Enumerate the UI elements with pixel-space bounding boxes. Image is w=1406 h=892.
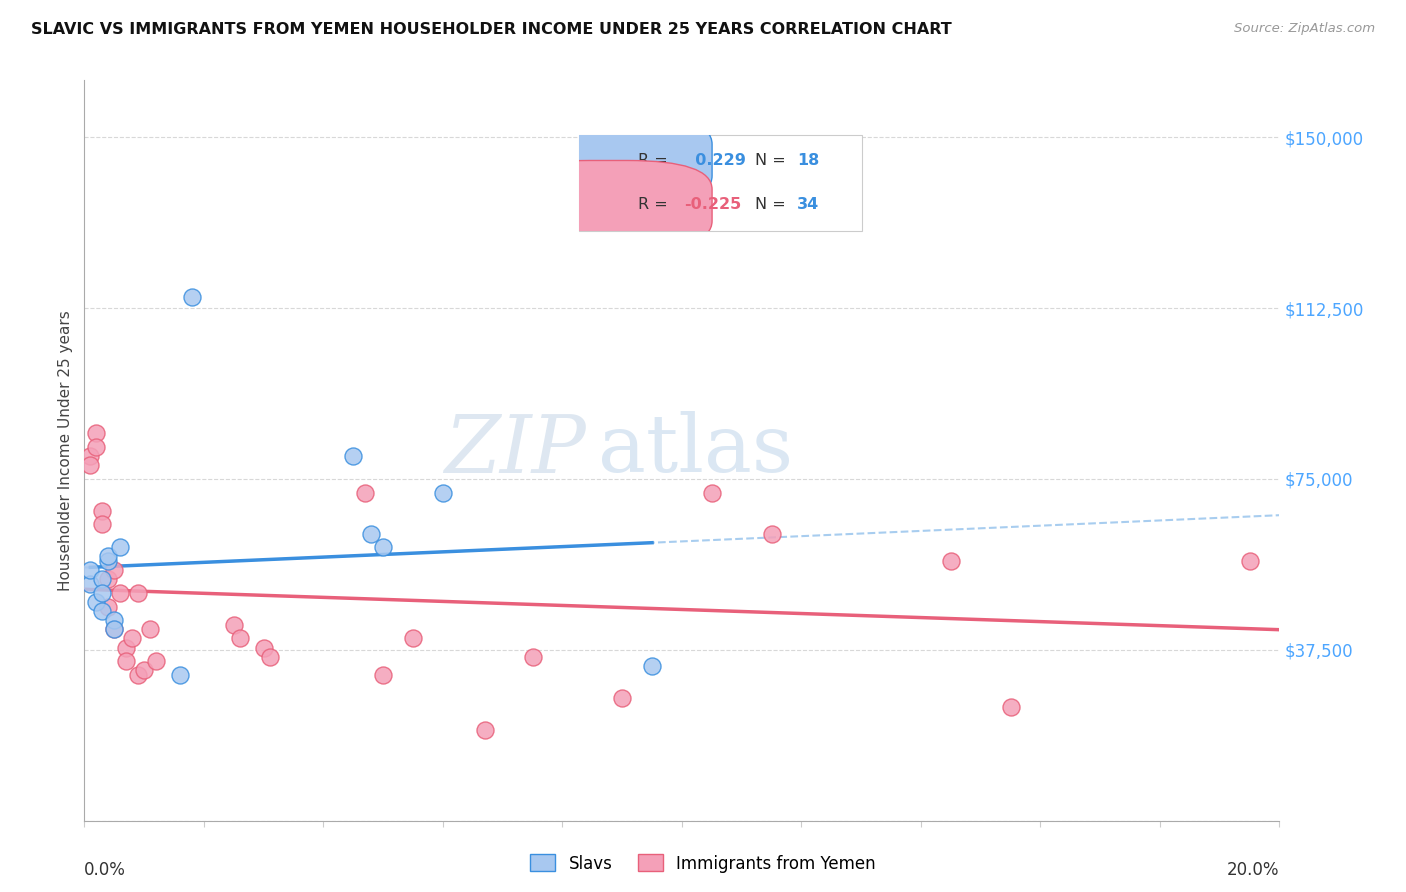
Text: Source: ZipAtlas.com: Source: ZipAtlas.com xyxy=(1234,22,1375,36)
Point xyxy=(79,458,101,473)
Point xyxy=(79,563,101,577)
FancyBboxPatch shape xyxy=(505,115,711,204)
Point xyxy=(110,586,132,600)
Point xyxy=(641,658,664,673)
Point xyxy=(97,599,120,614)
Text: 18: 18 xyxy=(797,153,820,168)
Point xyxy=(700,485,723,500)
FancyBboxPatch shape xyxy=(505,161,711,250)
Point xyxy=(253,640,276,655)
Y-axis label: Householder Income Under 25 years: Householder Income Under 25 years xyxy=(58,310,73,591)
Point xyxy=(91,504,114,518)
Point xyxy=(222,617,245,632)
Point xyxy=(97,549,120,564)
Point xyxy=(103,622,125,636)
Text: 20.0%: 20.0% xyxy=(1227,862,1279,880)
Point xyxy=(939,554,962,568)
Text: -0.225: -0.225 xyxy=(683,197,741,212)
Text: N =: N = xyxy=(755,197,786,212)
Point xyxy=(79,449,101,463)
Point xyxy=(103,622,125,636)
Point xyxy=(402,632,425,646)
Text: SLAVIC VS IMMIGRANTS FROM YEMEN HOUSEHOLDER INCOME UNDER 25 YEARS CORRELATION CH: SLAVIC VS IMMIGRANTS FROM YEMEN HOUSEHOL… xyxy=(31,22,952,37)
Text: R =: R = xyxy=(638,197,668,212)
FancyBboxPatch shape xyxy=(579,135,862,231)
Point xyxy=(522,649,544,664)
Point xyxy=(79,576,101,591)
Point xyxy=(432,485,454,500)
Point xyxy=(91,517,114,532)
Point xyxy=(1239,554,1261,568)
Point xyxy=(169,668,191,682)
Text: R =: R = xyxy=(638,153,668,168)
Point xyxy=(145,654,167,668)
Point xyxy=(474,723,496,737)
Point xyxy=(115,640,138,655)
Point xyxy=(259,649,281,664)
Point xyxy=(373,668,395,682)
Point xyxy=(91,604,114,618)
Point xyxy=(103,613,125,627)
Point xyxy=(228,632,252,646)
Text: N =: N = xyxy=(755,153,786,168)
Point xyxy=(354,485,377,500)
Point xyxy=(91,572,114,586)
Point xyxy=(132,663,156,677)
Point xyxy=(110,541,132,555)
Text: 0.229: 0.229 xyxy=(683,153,745,168)
Point xyxy=(115,654,138,668)
Point xyxy=(612,690,634,705)
Point xyxy=(121,632,143,646)
Text: 34: 34 xyxy=(797,197,820,212)
Point xyxy=(86,595,108,609)
Point xyxy=(91,586,114,600)
Point xyxy=(97,572,120,586)
Point xyxy=(342,449,364,463)
Legend: Slavs, Immigrants from Yemen: Slavs, Immigrants from Yemen xyxy=(524,847,882,880)
Text: atlas: atlas xyxy=(599,411,793,490)
Point xyxy=(181,290,204,304)
Point xyxy=(86,426,108,441)
Point xyxy=(373,541,395,555)
Point xyxy=(103,563,125,577)
Text: ZIP: ZIP xyxy=(444,412,586,489)
Point xyxy=(139,622,162,636)
Point xyxy=(86,440,108,454)
Text: 0.0%: 0.0% xyxy=(84,862,127,880)
Point xyxy=(360,526,382,541)
Point xyxy=(97,554,120,568)
Point xyxy=(1000,699,1022,714)
Point xyxy=(127,586,149,600)
Point xyxy=(127,668,149,682)
Point xyxy=(761,526,783,541)
